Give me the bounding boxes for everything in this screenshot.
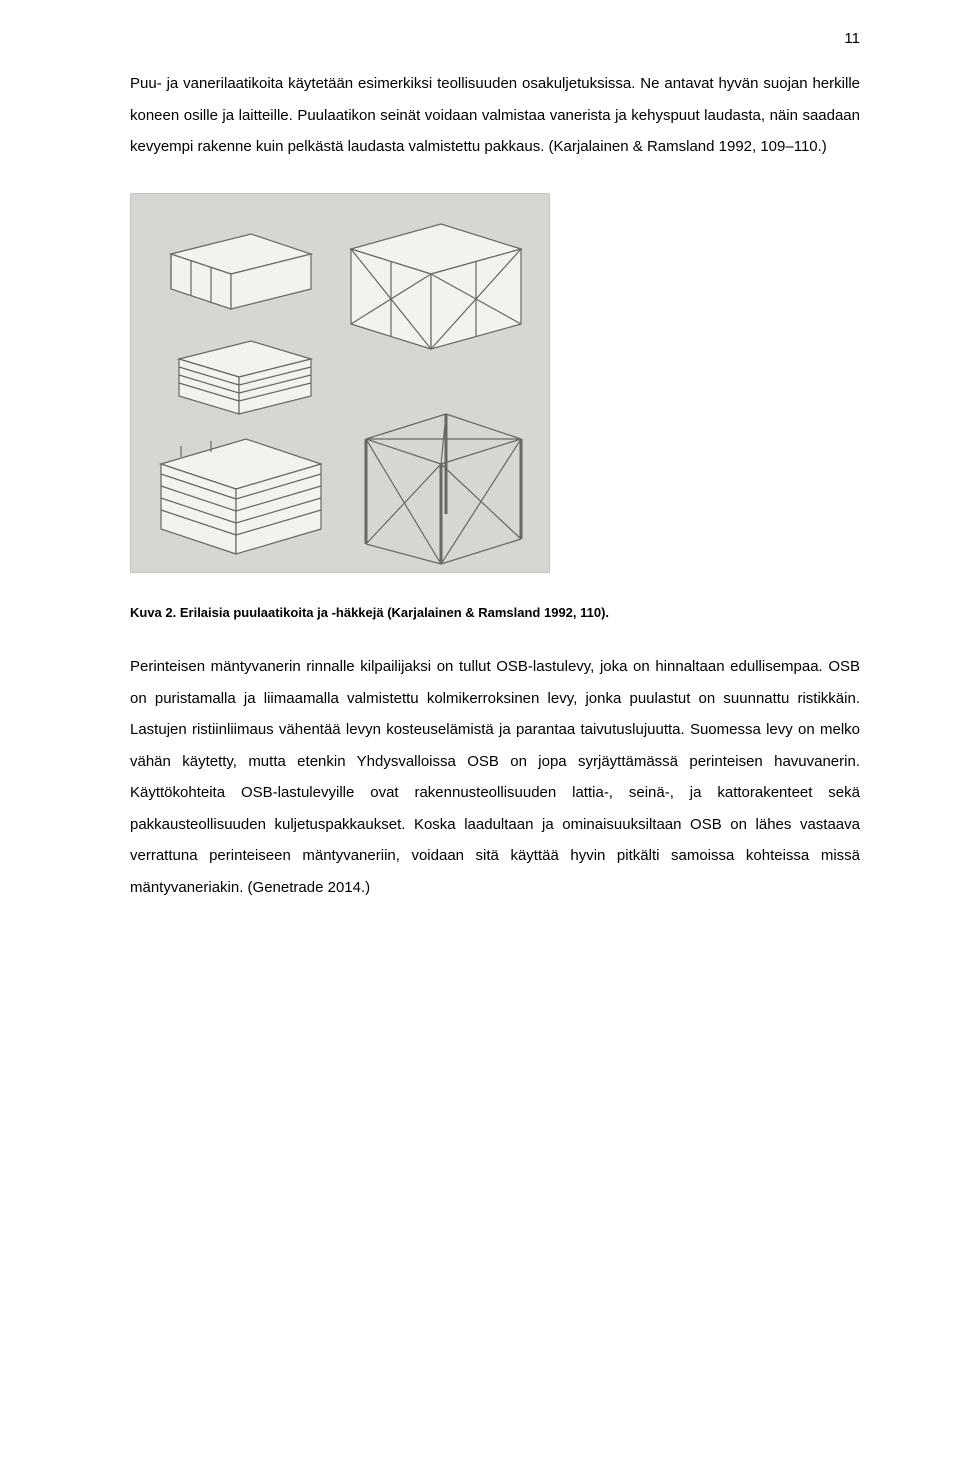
page-number: 11 [844, 30, 860, 47]
crate-closed-icon [161, 214, 321, 314]
figure-crates [130, 193, 550, 573]
figure-caption: Kuva 2. Erilaisia puulaatikoita ja -häkk… [130, 603, 860, 624]
figure-wrap: Kuva 2. Erilaisia puulaatikoita ja -häkk… [130, 193, 860, 624]
paragraph-2: Perinteisen mäntyvanerin rinnalle kilpai… [130, 651, 860, 903]
crate-slatted-stack-icon [151, 424, 331, 564]
crate-open-frame-icon [346, 389, 541, 569]
paragraph-1: Puu- ja vanerilaatikoita käytetään esime… [130, 68, 860, 163]
crate-braced-icon [341, 209, 531, 359]
crate-slatted-small-icon [171, 329, 321, 419]
